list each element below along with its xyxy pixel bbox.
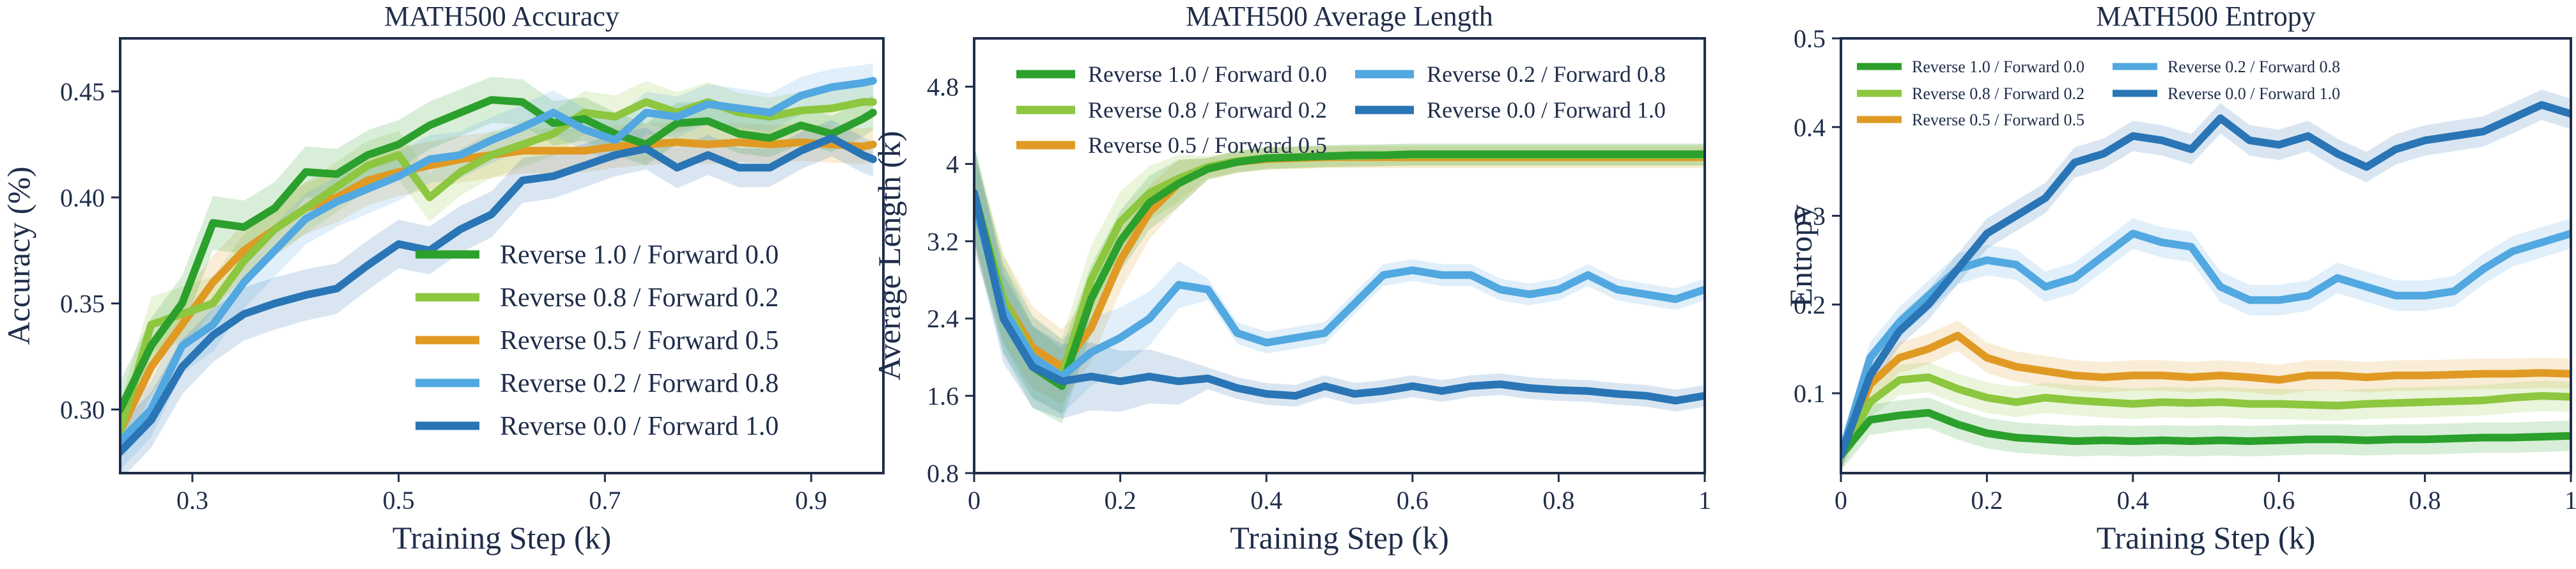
x-tick-label: 0.3	[176, 486, 208, 515]
confidence-band-2	[1841, 362, 2571, 471]
y-tick-label: 0.30	[60, 395, 105, 424]
confidence-band-1	[1841, 397, 2571, 471]
chart-panel-2: MATH500 Average Length 0 0.2 0.4 0.6 0.8 1 0.8 1…	[871, 1, 1711, 556]
y-tick-label: 0.4	[1794, 113, 1826, 142]
series-line-2	[1841, 373, 2571, 460]
y-axis-label: Average Length (k)	[871, 131, 907, 381]
axes-frame	[973, 37, 1706, 474]
x-tick-label: 0.2	[1971, 486, 2003, 515]
legend: Reverse 1.0 / Forward 0.0 Reverse 0.8 / F…	[1016, 61, 1666, 158]
legend: Reverse 1.0 / Forward 0.0 Reverse 0.8 / F…	[415, 240, 779, 441]
y-tick-label: 4	[946, 150, 959, 178]
confidence-band-2	[974, 144, 1705, 414]
x-tick-label: 0	[968, 486, 981, 515]
legend-label-5: Reverse 0.0 / Forward 1.0	[500, 412, 779, 441]
legend-label-4: Reverse 0.2 / Forward 0.8	[2168, 58, 2340, 76]
series-line-4	[120, 77, 877, 446]
x-tick-label: 0.8	[1542, 486, 1574, 515]
series-line-4	[974, 198, 1705, 380]
series-line-3	[974, 153, 1705, 371]
series-line-2	[120, 98, 877, 435]
chart-title: MATH500 Average Length	[1186, 1, 1493, 32]
legend-label-4: Reverse 0.2 / Forward 0.8	[1427, 61, 1666, 87]
x-axis-label: Training Step (k)	[2097, 520, 2316, 556]
y-tick-label: 0.45	[60, 77, 105, 106]
legend-label-5: Reverse 0.0 / Forward 1.0	[2168, 84, 2340, 103]
chart-title: MATH500 Accuracy	[384, 1, 619, 32]
series-line-1	[974, 150, 1705, 390]
y-tick-label: 4.8	[927, 73, 959, 102]
legend-label-3: Reverse 0.5 / Forward 0.5	[1088, 132, 1327, 158]
confidence-band-1	[974, 143, 1705, 424]
confidence-band-4	[1841, 218, 2571, 471]
legend-label-4: Reverse 0.2 / Forward 0.8	[500, 369, 779, 398]
x-axis-label: Training Step (k)	[392, 520, 612, 556]
x-tick-label: 1	[2564, 486, 2576, 515]
y-axis-label: Entropy	[1783, 204, 1819, 307]
confidence-band-4	[974, 155, 1705, 414]
y-tick-label: 2.4	[927, 304, 959, 333]
y-tick-label: 0.2	[1794, 290, 1826, 319]
x-tick-label: 0.2	[1105, 486, 1137, 515]
confidence-band-3	[974, 146, 1705, 405]
legend-label-1: Reverse 1.0 / Forward 0.0	[1088, 61, 1327, 87]
y-tick-label: 0.5	[1794, 24, 1826, 53]
confidence-band-4	[120, 63, 873, 470]
plot-area	[1841, 90, 2571, 471]
axes-frame	[1840, 37, 2572, 474]
y-tick-label: 1.6	[927, 382, 959, 410]
legend: Reverse 1.0 / Forward 0.0 Reverse 0.8 / F…	[1857, 58, 2340, 129]
chart-panel-3: MATH500 Entropy 0 0.2 0.4 0.6 0.8 1 0.1 0.2 0.3 0.…	[1783, 1, 2576, 556]
x-tick-label: 0.8	[2409, 486, 2441, 515]
x-tick-label: 0.4	[1250, 486, 1282, 515]
legend-label-2: Reverse 0.8 / Forward 0.2	[1912, 84, 2084, 103]
legend-label-1: Reverse 1.0 / Forward 0.0	[500, 240, 779, 270]
plot-area	[974, 143, 1705, 424]
chart-title: MATH500 Entropy	[2096, 1, 2315, 32]
series-line-5	[120, 134, 877, 456]
y-tick-label: 0.1	[1794, 379, 1826, 408]
y-tick-label: 0.40	[60, 183, 105, 212]
y-tick-label: 0.3	[1794, 202, 1826, 231]
series-line-1	[1841, 409, 2571, 460]
x-tick-label: 0.9	[795, 486, 827, 515]
legend-label-3: Reverse 0.5 / Forward 0.5	[500, 326, 779, 355]
confidence-band-1	[120, 77, 873, 438]
series-line-3	[1841, 331, 2571, 460]
x-tick-label: 1	[1698, 486, 1711, 515]
legend-label-5: Reverse 0.0 / Forward 1.0	[1427, 97, 1666, 123]
series-line-1	[120, 96, 877, 414]
y-tick-label: 0.8	[927, 459, 959, 488]
x-tick-label: 0.6	[1397, 486, 1429, 515]
plot-area	[120, 63, 877, 473]
confidence-band-3	[1841, 320, 2571, 471]
axes-frame	[119, 37, 885, 474]
y-tick-label: 0.35	[60, 290, 105, 318]
x-tick-label: 0.7	[589, 486, 621, 515]
x-tick-label: 0.4	[2117, 486, 2149, 515]
y-tick-label: 3.2	[927, 227, 959, 256]
series-line-5	[1841, 101, 2571, 460]
x-tick-label: 0.5	[383, 486, 415, 515]
x-axis-label: Training Step (k)	[1230, 520, 1449, 556]
legend-label-1: Reverse 1.0 / Forward 0.0	[1912, 58, 2084, 76]
legend-label-2: Reverse 0.8 / Forward 0.2	[500, 283, 779, 313]
x-tick-label: 0.6	[2263, 486, 2295, 515]
chart-panel-1: MATH500 Accuracy 0.3 0.5 0.7 0.9 0.30 0.35 0.40…	[1, 1, 885, 556]
x-tick-label: 0	[1835, 486, 1847, 515]
legend-label-2: Reverse 0.8 / Forward 0.2	[1088, 97, 1327, 123]
legend-label-3: Reverse 0.5 / Forward 0.5	[1912, 111, 2084, 129]
y-axis-label: Accuracy (%)	[1, 167, 36, 345]
series-line-5	[974, 189, 1705, 405]
